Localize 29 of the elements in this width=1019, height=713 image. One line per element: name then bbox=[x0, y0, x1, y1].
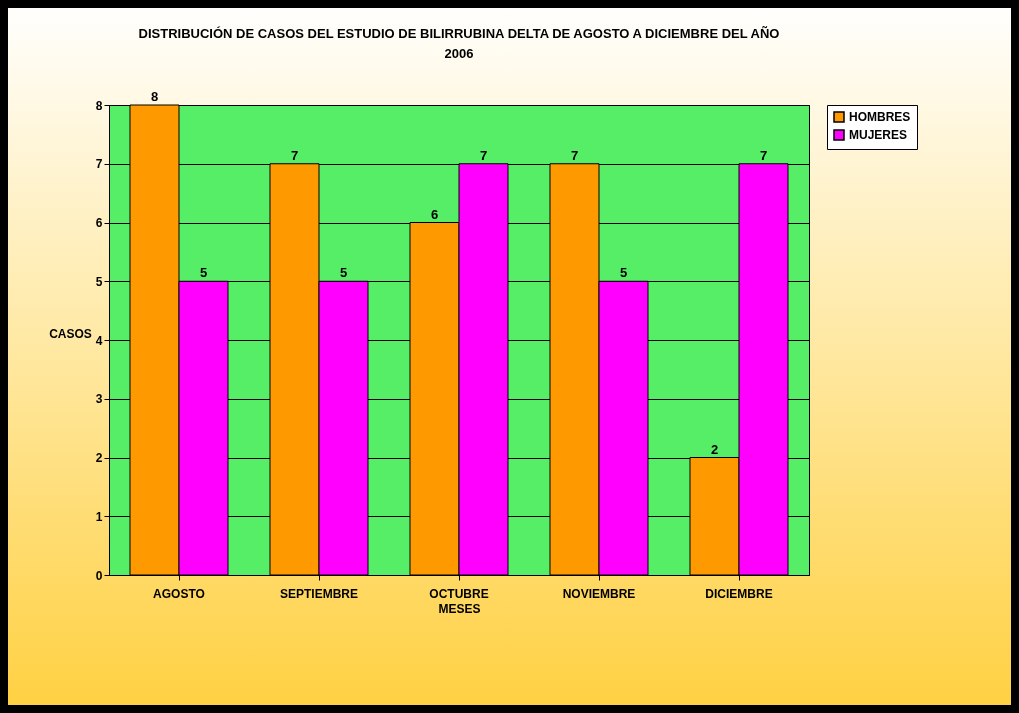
legend-label: HOMBRES bbox=[849, 110, 911, 124]
x-tick-label: SEPTIEMBRE bbox=[279, 586, 359, 601]
x-tick-label: NOVIEMBRE bbox=[562, 586, 636, 601]
legend-label: MUJERES bbox=[849, 128, 908, 142]
y-tick-label: 8 bbox=[95, 98, 103, 113]
data-label: 5 bbox=[619, 265, 628, 281]
x-tick-label: AGOSTO bbox=[153, 586, 205, 601]
data-label: 7 bbox=[290, 147, 299, 163]
data-label: 6 bbox=[430, 206, 439, 222]
data-label: 5 bbox=[339, 265, 348, 281]
y-tick-label: 3 bbox=[95, 392, 103, 407]
data-label: 7 bbox=[479, 147, 488, 163]
data-label: 5 bbox=[199, 265, 208, 281]
y-tick-label: 1 bbox=[95, 509, 103, 524]
data-label: 8 bbox=[150, 89, 159, 104]
y-tick-label: 7 bbox=[95, 157, 103, 172]
y-tick-label: 6 bbox=[95, 216, 103, 230]
y-tick-label: 0 bbox=[95, 568, 103, 583]
x-tick-label: OCTUBRE bbox=[429, 586, 489, 601]
y-tick-label: 2 bbox=[95, 451, 103, 465]
data-label: 2 bbox=[710, 441, 719, 457]
y-tick-label: 5 bbox=[95, 274, 103, 289]
chart-title: DISTRIBUCIÓN DE CASOS DEL ESTUDIO DE BILIRRUBINA DELTA DE AGOSTO A DICIEMBRE DEL AÑO 2006 bbox=[138, 26, 780, 61]
x-axis-title: MESES bbox=[438, 601, 481, 616]
data-label: 7 bbox=[570, 147, 579, 163]
y-tick-label: 4 bbox=[95, 333, 103, 348]
y-axis-title: CASOS bbox=[49, 326, 92, 341]
data-label: 7 bbox=[759, 147, 768, 163]
x-tick-label: DICIEMBRE bbox=[705, 586, 773, 601]
